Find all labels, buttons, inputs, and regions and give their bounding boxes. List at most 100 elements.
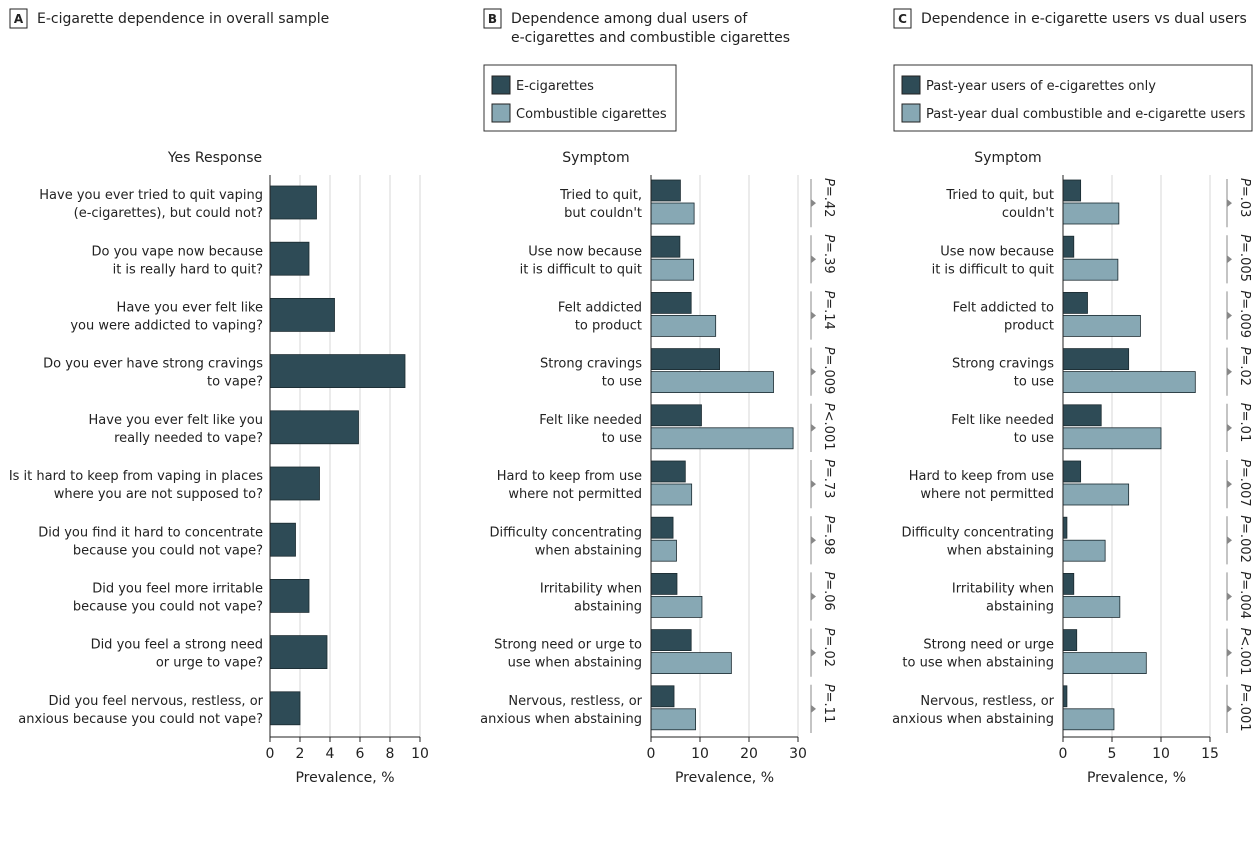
bar: [1062, 685, 1068, 708]
bar: [269, 410, 359, 445]
p-value: <.001: [1237, 635, 1252, 675]
category-label: Hard to keep from use: [909, 469, 1054, 484]
x-tick-label: 5: [1108, 746, 1117, 762]
p-value: =.005: [1237, 242, 1252, 282]
p-symbol: P: [821, 515, 836, 523]
category-label: because you could not vape?: [73, 543, 263, 558]
p-marker: [1227, 423, 1232, 432]
p-value: =.007: [1237, 467, 1252, 507]
bar: [269, 635, 328, 669]
p-value-label: P=.002: [1237, 515, 1252, 563]
p-marker: [1227, 199, 1232, 208]
p-value: =.02: [1237, 354, 1252, 386]
p-value-label: P=.001: [1237, 684, 1252, 732]
bar: [1062, 427, 1162, 450]
x-tick-label: 0: [1059, 746, 1068, 762]
bar: [269, 579, 310, 613]
category-label: product: [1004, 319, 1054, 334]
p-marker: [1227, 480, 1232, 489]
x-tick-label: 2: [296, 746, 305, 762]
p-value: =.42: [821, 186, 836, 218]
p-symbol: P: [821, 234, 836, 242]
p-value-label: P=.009: [1237, 290, 1252, 338]
legend-label: Past-year users of e-cigarettes only: [926, 79, 1156, 94]
p-marker: [811, 536, 816, 545]
bar: [650, 258, 695, 281]
panel-b: B Dependence among dual users of e-cigaret…: [480, 8, 836, 786]
bar: [1062, 652, 1147, 674]
legend: E-cigarettes Combustible cigarettes: [483, 64, 677, 132]
category-label: Do you ever have strong cravings: [43, 357, 263, 372]
panel-title: Dependence in e-cigarette users vs dual …: [921, 11, 1247, 27]
x-tick-label: 4: [326, 746, 335, 762]
panel-letter: C: [898, 12, 907, 26]
legend-swatch: [491, 103, 511, 123]
category-label: to product: [575, 319, 642, 334]
category-label: Tried to quit, but: [945, 188, 1054, 203]
p-symbol: P: [821, 403, 836, 411]
p-symbol: P: [1237, 571, 1252, 579]
p-symbol: P: [1237, 515, 1252, 523]
bar: [650, 202, 695, 225]
p-value-label: P=.73: [821, 459, 836, 498]
panel-title: E-cigarette dependence in overall sample: [37, 11, 329, 27]
p-symbol: P: [821, 178, 836, 186]
p-symbol: P: [1237, 178, 1252, 186]
p-value: =.39: [821, 242, 836, 274]
bar: [650, 573, 678, 595]
legend-box: [893, 64, 1253, 132]
category-label: where you are not supposed to?: [54, 487, 263, 502]
bar: [1062, 516, 1068, 539]
bar: [1062, 404, 1102, 427]
category-label: Strong cravings: [540, 357, 642, 372]
panel-a: A E-cigarette dependence in overall sampl…: [9, 8, 429, 786]
bar: [269, 522, 296, 557]
legend: Past-year users of e-cigarettes only Past…: [893, 64, 1253, 132]
category-label: where not permitted: [920, 487, 1054, 502]
category-label: or urge to vape?: [156, 656, 263, 671]
x-tick-label: 0: [266, 746, 275, 762]
p-value: =.98: [821, 523, 836, 555]
legend-box: [483, 64, 677, 132]
p-marker: [811, 592, 816, 601]
p-value: =.002: [1237, 523, 1252, 563]
category-label: Difficulty concentrating: [902, 525, 1054, 540]
category-label: it is difficult to quit: [932, 262, 1054, 277]
p-symbol: P: [1237, 628, 1252, 636]
category-label: Have you ever tried to quit vaping: [39, 188, 263, 203]
bar: [650, 652, 732, 674]
legend-label: E-cigarettes: [516, 79, 594, 94]
category-label: Nervous, restless, or: [920, 694, 1054, 709]
p-value-label: P=.005: [1237, 234, 1252, 282]
bar: [650, 539, 677, 562]
category-label: use when abstaining: [508, 656, 642, 671]
p-symbol: P: [821, 290, 836, 298]
category-label: Do you vape now because: [92, 244, 264, 259]
bar: [1062, 314, 1141, 337]
p-marker: [1227, 311, 1232, 320]
panel-letter: B: [488, 12, 497, 26]
p-value-label: P=.007: [1237, 459, 1252, 507]
panel-c: C Dependence in e-cigarette users vs dual…: [892, 8, 1253, 786]
category-label: you were addicted to vaping?: [70, 319, 263, 334]
p-value: =.14: [821, 298, 836, 330]
p-value: =.03: [1237, 186, 1252, 218]
panel-letter-box: [893, 8, 912, 29]
bar: [650, 629, 692, 651]
p-value-label: P=.14: [821, 290, 836, 329]
category-label: when abstaining: [535, 543, 642, 558]
p-value-label: P=.98: [821, 515, 836, 554]
bar: [269, 241, 310, 276]
category-label: to use: [602, 431, 642, 446]
category-label: Strong need or urge: [923, 638, 1054, 653]
category-label: because you could not vape?: [73, 600, 263, 615]
p-value-label: P=.42: [821, 178, 836, 217]
x-tick-label: 6: [356, 746, 365, 762]
category-label: to use: [1014, 431, 1054, 446]
bar: [650, 371, 774, 394]
p-marker: [811, 423, 816, 432]
category-label: anxious because you could not vape?: [18, 712, 263, 727]
legend-label: Past-year dual combustible and e-cigaret…: [926, 107, 1246, 122]
bar: [1062, 235, 1075, 258]
